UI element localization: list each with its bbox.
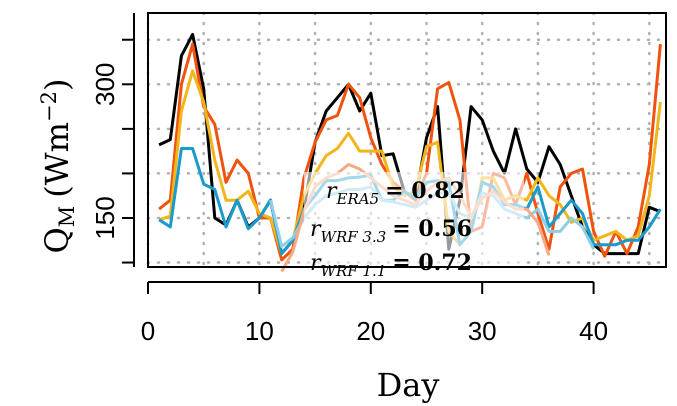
x-tick-label: 30 bbox=[468, 316, 497, 346]
y-axis: 150 300 bbox=[90, 13, 135, 267]
y-axis-title-sub: M bbox=[55, 206, 79, 228]
y-axis-title-exp: −2 bbox=[37, 91, 61, 122]
y-axis-title-close: ) bbox=[38, 79, 76, 91]
annotation-panel bbox=[304, 172, 524, 276]
x-tick-label: 10 bbox=[245, 316, 274, 346]
corr-wrf11-number: 0.72 bbox=[418, 250, 472, 276]
plot-frame bbox=[147, 12, 667, 268]
corr-era5-number: 0.82 bbox=[411, 178, 465, 204]
annotation-background bbox=[304, 172, 524, 276]
x-tick-label: 40 bbox=[579, 316, 608, 346]
y-axis-title: QM (Wm−2) bbox=[37, 79, 79, 254]
corr-wrf11-value: = 0.72 bbox=[392, 250, 472, 276]
corr-era5-value: = 0.82 bbox=[385, 178, 465, 204]
y-tick-label: 300 bbox=[90, 63, 120, 106]
corr-era5: rERA5 = 0.82 bbox=[326, 178, 465, 208]
corr-wrf33-number: 0.56 bbox=[418, 216, 472, 242]
y-tick-label: 150 bbox=[90, 196, 120, 239]
corr-era5-sub: ERA5 bbox=[336, 190, 380, 208]
x-axis-title: Day bbox=[377, 366, 440, 404]
x-tick-label: 20 bbox=[356, 316, 385, 346]
corr-wrf33-sub: WRF 3.3 bbox=[321, 228, 387, 246]
x-tick-label: 0 bbox=[141, 316, 155, 346]
y-axis-title-main: Q bbox=[38, 227, 76, 253]
y-axis-title-unit: (Wm bbox=[38, 122, 76, 198]
corr-wrf11-sub: WRF 1.1 bbox=[321, 262, 387, 280]
corr-wrf33-value: = 0.56 bbox=[392, 216, 472, 242]
x-axis: 0 10 20 30 40 bbox=[141, 281, 608, 346]
